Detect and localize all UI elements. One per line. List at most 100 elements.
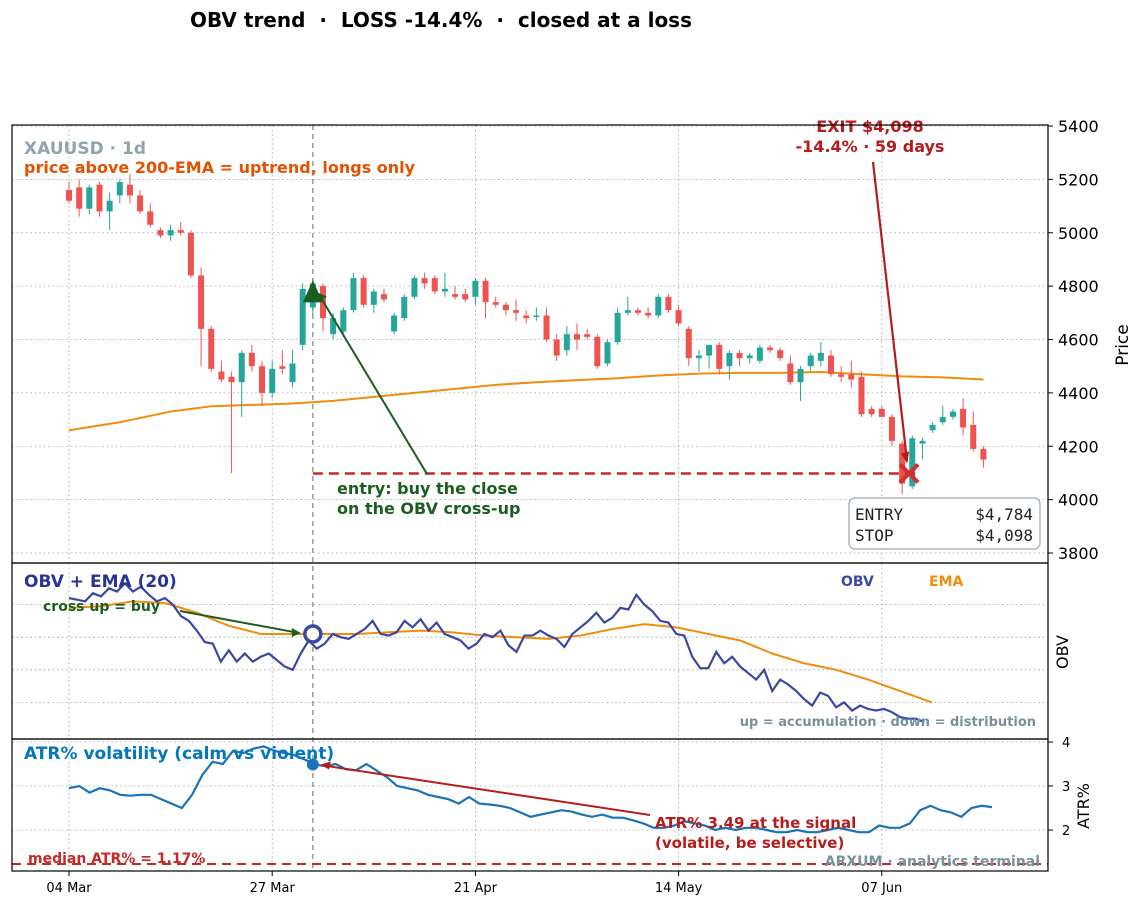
ema200-line [68,371,984,432]
candle-body [553,339,560,356]
obv-annotation-arrow-head [291,627,301,637]
candle-body [797,368,804,383]
candle-body [665,296,672,311]
candle-body [563,334,570,351]
obv-cross-annotation: cross up = buy [43,599,160,615]
x-tick-label: 04 Mar [46,881,92,896]
candle-body [350,278,357,311]
candle-body [726,352,733,367]
candle-body [645,312,652,316]
candle-body [76,187,83,209]
candle-body [929,424,936,431]
candle-body [594,336,601,367]
price-y-tick-label: 4400 [1058,384,1099,403]
candle-body [126,184,133,196]
atr-line [68,745,993,834]
exit-x-marker [898,463,920,484]
price-panel-header: XAUUSD · 1d [24,139,146,159]
price-y-tick-label: 5000 [1058,224,1099,243]
candle-body [330,318,337,335]
candle-body [695,355,702,359]
x-tick-label: 07 Jun [861,881,902,896]
candle-body [716,344,723,369]
obv-legend-obv: OBV [841,574,874,590]
x-tick-label: 14 May [655,881,703,896]
candle-body [421,278,428,284]
atr-panel-frame [11,738,1049,872]
candle-body [472,280,479,297]
atr-axis-label: ATR% [1074,783,1093,829]
info-box [848,497,1041,550]
candle-body [238,352,245,383]
candle-body [401,296,408,319]
candle-body [838,374,845,377]
entry-triangle-marker [302,280,323,303]
candle-body [248,352,255,367]
candle-body [980,448,987,460]
candle-body [533,315,540,317]
candle-body [96,184,103,212]
candle-body [137,195,144,212]
atr-annotation-arrow [322,764,651,816]
candle-body [431,278,438,292]
atr-signal-marker [306,758,319,771]
entry-arrow-head [316,292,327,303]
candle-body [116,182,123,196]
candle-body [888,416,895,441]
candle-body [441,288,448,292]
x-tick-label: 21 Apr [454,881,498,896]
candle-body [960,408,967,428]
candle-body [828,355,834,375]
entry-annotation: entry: buy the close on the OBV cross-up [337,479,520,518]
candle-body [807,355,814,367]
candle-body [452,294,459,297]
candle-body [746,355,753,359]
obv-panel-header: OBV + EMA (20) [24,572,177,592]
obv-footer-note: up = accumulation · down = distribution [740,715,1036,730]
candle-body [187,232,194,276]
candle-body [970,424,977,449]
candle-body [462,294,469,300]
obv-ema-line [68,600,933,704]
obv-annotation-arrow [179,610,300,634]
candle-body [482,280,489,303]
candle-body [868,408,875,415]
price-y-tick-label: 4000 [1058,491,1099,510]
atr-y-tick-label: 3 [1062,780,1070,795]
price-panel-subtitle: price above 200-EMA = uptrend, longs onl… [24,158,416,177]
obv-line [68,581,925,723]
exit-annotation: EXIT $4,098 -14.4% · 59 days [796,117,945,156]
candle-body [360,278,367,305]
candle-body [218,371,225,380]
atr-signal-annotation: ATR% 3.49 at the signal (volatile, be sel… [655,814,856,852]
exit-arrow-line [871,161,909,462]
price-y-tick-label: 4600 [1058,331,1099,350]
candle-body [523,315,530,319]
candle-body [756,347,763,361]
candle-body [909,438,916,487]
candle-body [848,374,855,380]
candle-body [340,310,347,332]
candle-body [949,411,956,417]
candle-body [167,230,174,236]
info-box-key: STOP [855,526,894,545]
candle-body [584,334,591,337]
info-box-value: $4,784 [975,505,1033,524]
candle-body [411,278,418,297]
candle-body [899,443,906,484]
candle-body [106,200,113,212]
obv-cross-marker [303,624,323,644]
candle-body [228,376,235,383]
entry-arrow-line [317,293,428,475]
candle-body [198,275,205,329]
candle-body [817,352,824,361]
candle-body [787,363,794,383]
watermark-footer: ARXUM · analytics terminal [825,854,1040,870]
price-y-tick-label: 5400 [1058,117,1099,136]
atr-panel-header: ATR% volatility (calm vs violent) [24,744,334,764]
candle-body [370,291,377,305]
info-box-value: $4,098 [975,526,1033,545]
candle-body [502,304,509,311]
candle-body [777,350,784,359]
x-tick-label: 27 Mar [250,881,296,896]
